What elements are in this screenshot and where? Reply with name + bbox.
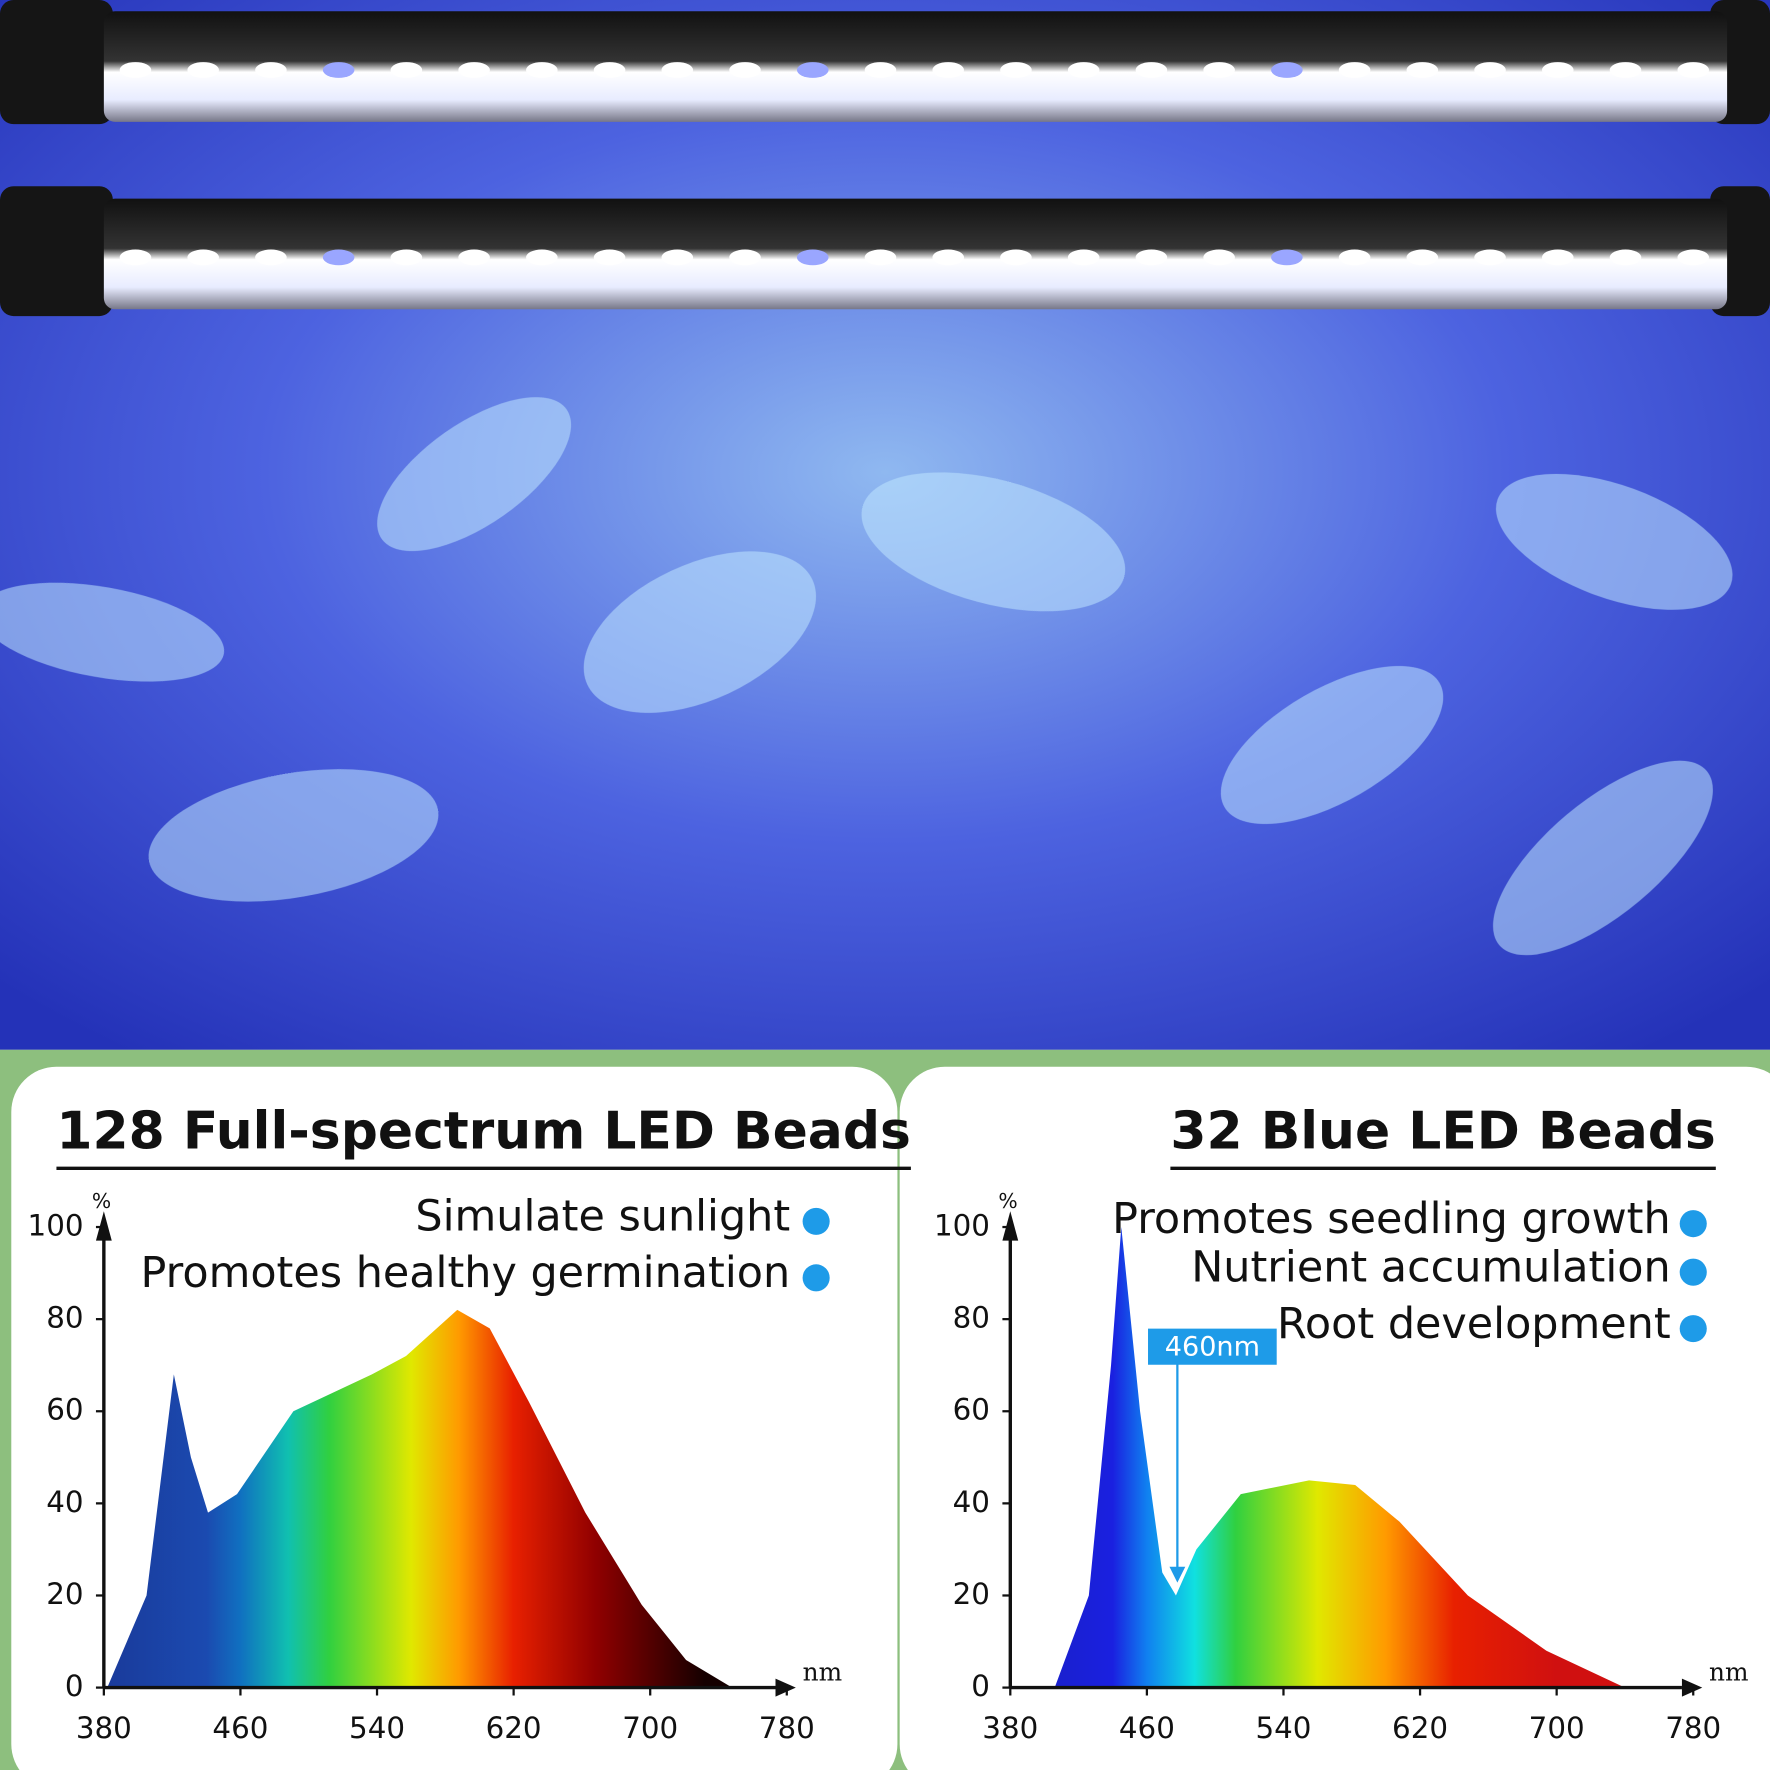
led: [1271, 249, 1303, 266]
annotation: 460nm: [1165, 1331, 1260, 1362]
annotation-box: [1148, 1328, 1277, 1365]
chart-title: 32 Blue LED Beads: [1170, 1101, 1715, 1161]
led: [1338, 249, 1371, 266]
led: [187, 62, 219, 78]
note: Promotes healthy germination: [141, 1248, 791, 1298]
leaves: [0, 397, 1733, 956]
led: [1609, 62, 1642, 78]
led: [119, 62, 152, 78]
note-bullet: [1679, 1315, 1707, 1343]
led: [1677, 249, 1710, 266]
led: [1406, 62, 1439, 78]
led: [932, 249, 965, 266]
spectrum-area: [107, 1309, 733, 1688]
x-tick-label: 780: [1665, 1711, 1721, 1745]
chart-title: 128 Full-spectrum LED Beads: [56, 1101, 910, 1161]
led: [729, 62, 761, 78]
led: [526, 62, 558, 78]
y-tick-label: 80: [953, 1301, 990, 1335]
y-tick-label: 40: [953, 1485, 990, 1519]
x-tick-label: 700: [622, 1711, 678, 1745]
led: [1067, 249, 1100, 266]
light-bars: [0, 0, 1770, 317]
x-unit: nm: [803, 1658, 843, 1687]
x-tick-label: 460: [212, 1711, 268, 1745]
led: [729, 249, 761, 266]
x-unit: nm: [1709, 1658, 1749, 1687]
y-unit: %: [92, 1189, 111, 1213]
led: [458, 62, 490, 78]
led: [1203, 249, 1235, 266]
led: [1271, 62, 1303, 78]
led: [1000, 249, 1032, 266]
led: [1203, 62, 1235, 78]
note-bullet: [1679, 1258, 1707, 1286]
led: [932, 62, 965, 78]
led: [1541, 249, 1574, 266]
led: [526, 249, 558, 266]
led: [255, 249, 287, 266]
led: [593, 249, 626, 266]
led: [864, 62, 897, 78]
annotation-arrow: [1169, 1363, 1186, 1583]
note-bullet: [802, 1207, 830, 1235]
x-tick-label: 540: [349, 1711, 405, 1745]
y-tick-label: 60: [46, 1393, 83, 1427]
led: [458, 249, 490, 266]
led: [1474, 249, 1506, 266]
led: [1609, 249, 1642, 266]
y-tick-label: 100: [28, 1209, 84, 1243]
y-tick-label: 80: [46, 1301, 83, 1335]
led: [661, 249, 694, 266]
x-tick-label: 780: [759, 1711, 815, 1745]
note: Simulate sunlight: [415, 1192, 790, 1242]
led: [1135, 62, 1168, 78]
y-tick-label: 0: [65, 1669, 84, 1703]
y-axis-arrow: [95, 1211, 112, 1241]
led: [1541, 62, 1574, 78]
y-axis-arrow: [1002, 1211, 1019, 1241]
led: [593, 62, 626, 78]
y-tick-label: 20: [953, 1577, 990, 1611]
led: [1474, 62, 1506, 78]
y-tick-label: 40: [46, 1485, 83, 1519]
led: [1067, 62, 1100, 78]
x-tick-label: 380: [76, 1711, 132, 1745]
led: [1135, 249, 1168, 266]
y-unit: %: [998, 1189, 1017, 1213]
led: [390, 62, 423, 78]
x-tick-label: 700: [1529, 1711, 1585, 1745]
note: Nutrient accumulation: [1191, 1242, 1670, 1292]
led: [1000, 62, 1032, 78]
led: [796, 249, 829, 266]
x-tick-label: 620: [486, 1711, 542, 1745]
led: [1406, 249, 1439, 266]
x-tick-label: 540: [1255, 1711, 1311, 1745]
led: [255, 62, 287, 78]
led: [119, 249, 152, 266]
spectrum-area: [1054, 1227, 1625, 1688]
note-bullet: [1679, 1210, 1707, 1238]
note: Root development: [1277, 1299, 1671, 1349]
led: [322, 62, 355, 78]
led: [1677, 62, 1710, 78]
led: [1338, 62, 1371, 78]
x-tick-label: 460: [1119, 1711, 1175, 1745]
note-bullet: [802, 1264, 830, 1292]
led: [796, 62, 829, 78]
led: [187, 249, 219, 266]
x-tick-label: 380: [982, 1711, 1038, 1745]
led: [390, 249, 423, 266]
x-tick-label: 620: [1392, 1711, 1448, 1745]
led: [322, 249, 355, 266]
y-tick-label: 100: [934, 1209, 990, 1243]
led: [661, 62, 694, 78]
y-tick-label: 20: [46, 1577, 83, 1611]
led: [864, 249, 897, 266]
y-tick-label: 0: [971, 1669, 990, 1703]
note: Promotes seedling growth: [1112, 1194, 1671, 1244]
y-tick-label: 60: [953, 1393, 990, 1427]
